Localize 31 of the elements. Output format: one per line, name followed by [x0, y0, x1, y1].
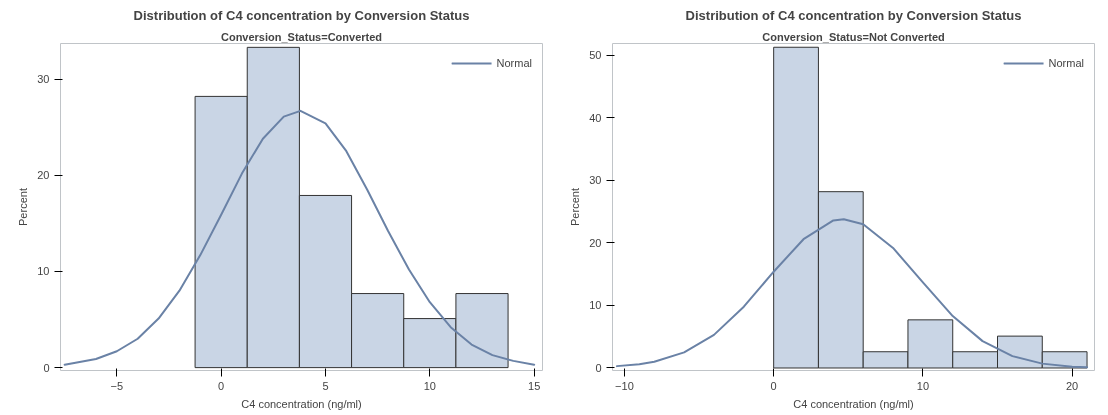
line-series — [615, 218, 1089, 369]
y-axis-title: Percent — [17, 188, 30, 226]
x-tick-label: 5 — [322, 379, 329, 392]
x-tick-label: −10 — [615, 379, 634, 392]
y-tick-label: 30 — [589, 174, 602, 187]
legend-label: Normal — [496, 57, 532, 69]
chart-subtitle: Conversion_Status=Not Converted — [762, 30, 945, 43]
x-tick-label: 15 — [528, 379, 541, 392]
x-tick-label: 10 — [423, 379, 436, 392]
x-axis-title: C4 concentration (ng/ml) — [793, 397, 914, 410]
y-tick-label: 50 — [589, 49, 602, 62]
x-tick-label: 10 — [916, 379, 930, 392]
x-axis-title: C4 concentration (ng/ml) — [241, 397, 362, 410]
y-tick-label: 30 — [37, 73, 50, 86]
x-tick-label: 20 — [1066, 379, 1079, 392]
x-tick-label: −5 — [110, 379, 124, 392]
y-tick-label: 0 — [595, 362, 602, 374]
y-tick-label: 20 — [37, 169, 50, 182]
y-tick-label: 20 — [589, 236, 602, 249]
y-axis-title: Percent — [569, 188, 582, 226]
legend-label: Normal — [1048, 57, 1084, 69]
y-tick-label: 40 — [589, 111, 602, 124]
x-tick-label: 0 — [218, 379, 225, 392]
y-tick-label: 0 — [43, 361, 50, 374]
y-tick-label: 10 — [589, 299, 602, 312]
line-series — [63, 109, 536, 366]
chart-title: Distribution of C4 concentration by Conversion Status — [685, 7, 1022, 23]
chart-title: Distribution of C4 concentration by Conversion Status — [133, 7, 470, 23]
y-tick-label: 10 — [37, 265, 50, 278]
chart-subtitle: Conversion_Status=Converted — [220, 30, 383, 43]
x-tick-label: 0 — [770, 379, 777, 392]
